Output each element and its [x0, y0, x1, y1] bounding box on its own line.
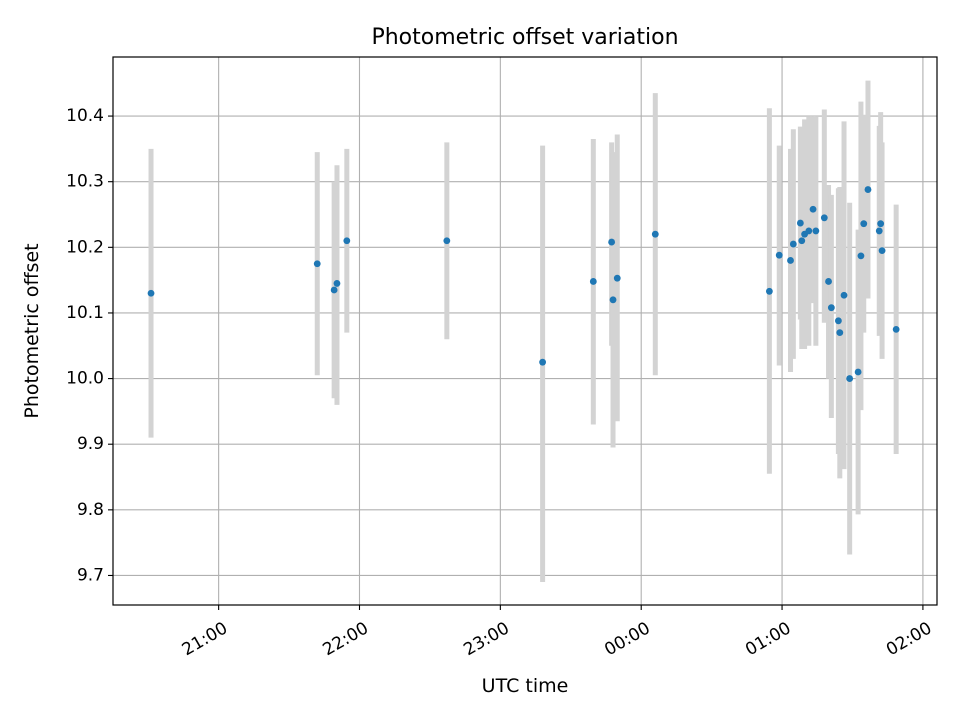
data-point — [892, 325, 900, 333]
x-axis-label: UTC time — [482, 675, 569, 697]
data-point — [343, 237, 351, 245]
data-point — [857, 252, 865, 260]
data-point — [836, 329, 844, 337]
data-point — [609, 296, 617, 304]
data-point — [854, 368, 862, 376]
y-tick-label: 9.7 — [77, 565, 104, 585]
data-point — [147, 289, 155, 297]
y-tick-label: 9.9 — [77, 434, 104, 454]
data-point — [835, 317, 842, 325]
data-point — [789, 240, 797, 248]
y-tick-label: 10.0 — [66, 369, 104, 389]
data-point — [864, 186, 872, 193]
y-tick-label: 10.3 — [66, 172, 104, 192]
data-point — [443, 237, 451, 245]
data-point — [820, 214, 828, 222]
data-point — [796, 219, 804, 227]
data-point — [608, 238, 616, 246]
y-axis-label: Photometric offset — [21, 243, 43, 418]
data-point — [798, 237, 806, 245]
data-point — [878, 247, 886, 255]
axes-frame — [112, 56, 938, 606]
y-tick-label: 10.2 — [66, 237, 104, 257]
data-point — [313, 260, 321, 268]
data-point — [827, 304, 835, 312]
data-point — [875, 227, 883, 235]
data-point — [330, 286, 338, 294]
chart-title: Photometric offset variation — [371, 25, 678, 50]
data-point — [840, 291, 848, 299]
data-point — [825, 278, 832, 285]
data-points — [147, 186, 900, 382]
data-point — [805, 227, 813, 235]
data-point — [589, 278, 597, 285]
data-point — [860, 220, 868, 228]
data-point — [809, 205, 817, 213]
data-point — [812, 227, 820, 235]
y-tick-label: 9.8 — [77, 500, 104, 520]
y-tick-label: 10.1 — [66, 303, 104, 323]
data-point — [333, 280, 341, 287]
data-point — [775, 251, 783, 259]
data-point — [877, 220, 885, 228]
data-point — [765, 287, 773, 295]
y-tick-label: 10.4 — [66, 106, 104, 126]
data-point — [539, 358, 547, 366]
data-point — [651, 230, 659, 238]
data-point — [787, 257, 794, 264]
data-point — [846, 375, 854, 382]
data-point — [613, 274, 621, 282]
